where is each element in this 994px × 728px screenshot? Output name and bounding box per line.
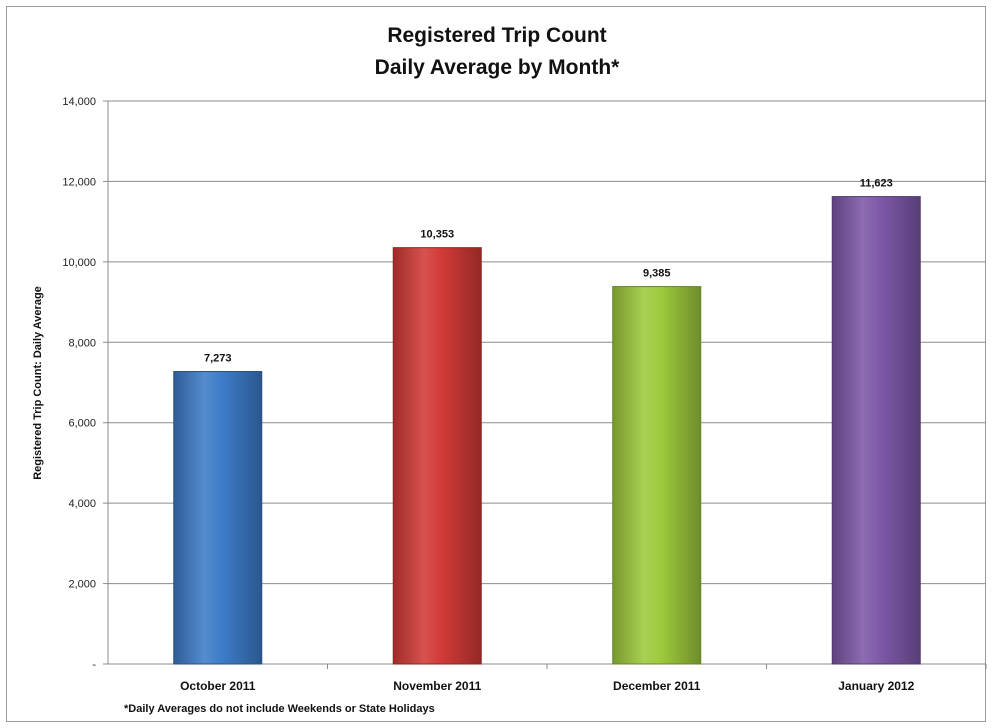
y-tick-label: 4,000	[68, 498, 96, 510]
y-axis-label: Registered Trip Count: Daily Average	[32, 286, 44, 480]
y-tick-label: 6,000	[68, 418, 96, 430]
bar	[831, 196, 921, 665]
x-tick-label: January 2012	[838, 679, 914, 693]
data-label: 7,273	[204, 353, 232, 365]
y-tick-label: 8,000	[68, 337, 96, 349]
data-label: 10,353	[420, 229, 454, 241]
bar	[612, 286, 702, 665]
chart-footnote: *Daily Averages do not include Weekends …	[124, 703, 435, 715]
y-tick-label: 12,000	[62, 176, 96, 188]
y-tick-label: 14,000	[62, 96, 96, 108]
chart-subtitle: Daily Average by Month*	[374, 56, 620, 79]
y-tick-label: 2,000	[68, 579, 96, 591]
data-label: 9,385	[643, 268, 671, 280]
x-tick-label: December 2011	[613, 679, 701, 693]
x-tick-label: October 2011	[180, 679, 256, 693]
data-label: 11,623	[860, 178, 893, 190]
y-tick-label: 10,000	[62, 257, 96, 269]
chart-frame	[6, 6, 986, 722]
bar	[392, 247, 482, 665]
chart-title: Registered Trip Count	[387, 24, 607, 47]
x-tick-label: November 2011	[393, 679, 481, 693]
y-tick-label: -	[92, 659, 96, 671]
bar	[173, 371, 263, 665]
